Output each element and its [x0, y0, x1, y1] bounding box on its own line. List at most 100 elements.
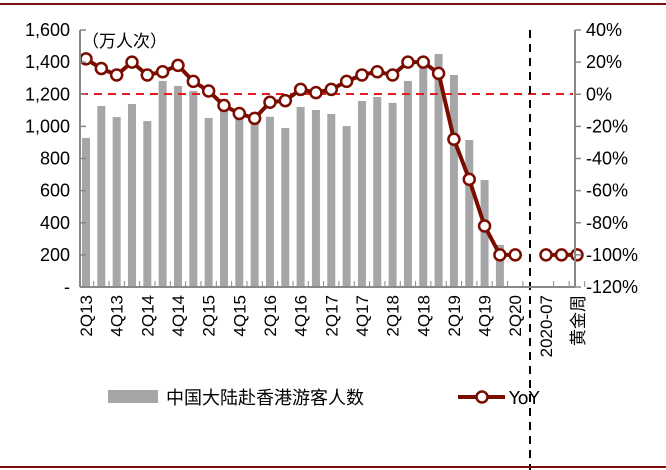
yoy-marker	[385, 68, 400, 82]
x-axis-tick-label: 4Q18	[414, 295, 433, 337]
bar-series	[82, 53, 520, 288]
right-axis-tick-label: -60%	[586, 181, 628, 201]
x-axis-tick-label: 4Q17	[353, 295, 372, 337]
left-axis-tick-label: 200	[40, 245, 70, 265]
bar	[219, 99, 228, 287]
left-axis-tick-label: 1,600	[25, 20, 70, 40]
bar	[495, 244, 504, 287]
yoy-marker	[186, 74, 201, 89]
left-axis-tick-label: 400	[40, 213, 70, 233]
x-axis-tick-label: 4Q16	[292, 295, 311, 337]
bar	[127, 104, 136, 287]
right-axis-tick-label: 0%	[586, 84, 612, 104]
yoy-marker	[247, 111, 262, 126]
right-axis-tick-label: -40%	[586, 149, 628, 169]
legend-bar-label: 中国大陆赴香港游客人数	[166, 388, 364, 409]
right-axis-tick-label: -120%	[586, 277, 638, 297]
yoy-marker	[554, 248, 569, 262]
x-axis-tick-label: 2Q14	[138, 295, 157, 337]
x-axis-tick-label: 2Q18	[384, 295, 403, 337]
bar	[449, 74, 458, 287]
x-axis-tick-label: 2Q19	[445, 295, 464, 337]
top-border	[0, 3, 666, 5]
yoy-marker	[293, 82, 308, 97]
bar	[158, 80, 167, 287]
bar	[434, 53, 443, 288]
bar	[357, 100, 366, 287]
yoy-marker	[493, 248, 507, 262]
yoy-marker	[324, 82, 339, 97]
bar	[296, 106, 305, 287]
bar	[311, 109, 320, 288]
x-axis-tick-label: 2Q17	[322, 295, 341, 337]
left-axis-tick-label: 1,400	[25, 52, 70, 72]
bar	[112, 117, 121, 287]
yoy-marker	[140, 68, 155, 82]
yoy-marker	[201, 84, 216, 98]
yoy-marker	[539, 248, 553, 262]
bar	[465, 140, 474, 287]
yoy-marker	[477, 219, 492, 233]
right-axis-tick-label: -20%	[586, 116, 628, 136]
yoy-marker	[462, 172, 476, 187]
yoy-marker	[263, 95, 277, 110]
yoy-marker	[217, 98, 231, 113]
yoy-marker	[232, 106, 247, 121]
yoy-marker	[401, 55, 415, 69]
x-axis-tick-label: 4Q13	[108, 295, 127, 337]
x-axis-tick-label: 黄金周	[569, 295, 588, 346]
yoy-line-series	[79, 52, 584, 262]
yoy-marker	[416, 55, 431, 69]
left-axis-tick-label: 600	[40, 181, 70, 201]
bar	[419, 66, 428, 287]
bar	[204, 118, 213, 288]
left-axis-tick-label: 1,000	[25, 116, 70, 136]
yoy-marker	[309, 85, 323, 100]
bottom-border	[0, 466, 666, 468]
yoy-marker	[431, 66, 446, 81]
yoy-marker	[125, 55, 139, 69]
bar	[342, 126, 351, 288]
bar	[327, 114, 336, 288]
yoy-marker	[109, 68, 124, 82]
yoy-marker	[447, 132, 461, 146]
legend-marker-icon	[475, 390, 489, 404]
legend-line-label: YoY	[508, 388, 541, 409]
bar	[97, 105, 106, 288]
bar	[281, 127, 290, 287]
bar	[265, 116, 274, 287]
yoy-marker	[370, 65, 385, 79]
bar	[250, 118, 259, 288]
left-axis-tick-label: 800	[40, 149, 70, 169]
legend-bar-swatch	[108, 390, 158, 403]
yoy-marker	[355, 68, 369, 82]
x-axis-tick-label: 4Q15	[230, 295, 249, 337]
bar	[143, 121, 152, 287]
x-axis-tick-label: 2Q13	[77, 295, 96, 337]
bar	[373, 96, 382, 287]
right-axis-tick-label: 40%	[586, 20, 622, 40]
bar	[173, 85, 182, 288]
bar	[480, 180, 489, 287]
left-axis-tick-label: -	[64, 277, 70, 297]
bar	[235, 107, 244, 287]
left-axis-tick-label: 1,200	[25, 84, 70, 104]
yoy-marker	[155, 65, 170, 79]
yoy-marker	[171, 58, 185, 73]
yoy-marker	[94, 61, 109, 76]
right-axis-tick-label: 20%	[586, 52, 622, 72]
x-axis-tick-label: 2Q15	[200, 295, 219, 337]
right-axis-tick-label: -80%	[586, 213, 628, 233]
x-axis-tick-label: 4Q14	[169, 295, 188, 337]
yoy-marker	[508, 248, 522, 262]
right-axis-tick-label: -100%	[586, 245, 638, 265]
x-axis-tick-label: 2020-07	[537, 295, 556, 357]
x-axis-tick-label: 4Q19	[476, 295, 495, 337]
bar	[403, 80, 412, 287]
bar	[189, 91, 198, 287]
bar	[388, 102, 397, 287]
yoy-marker	[339, 74, 354, 89]
legend: 中国大陆赴香港游客人数 YoY	[108, 388, 541, 409]
x-axis-tick-label: 2Q20	[506, 295, 525, 337]
